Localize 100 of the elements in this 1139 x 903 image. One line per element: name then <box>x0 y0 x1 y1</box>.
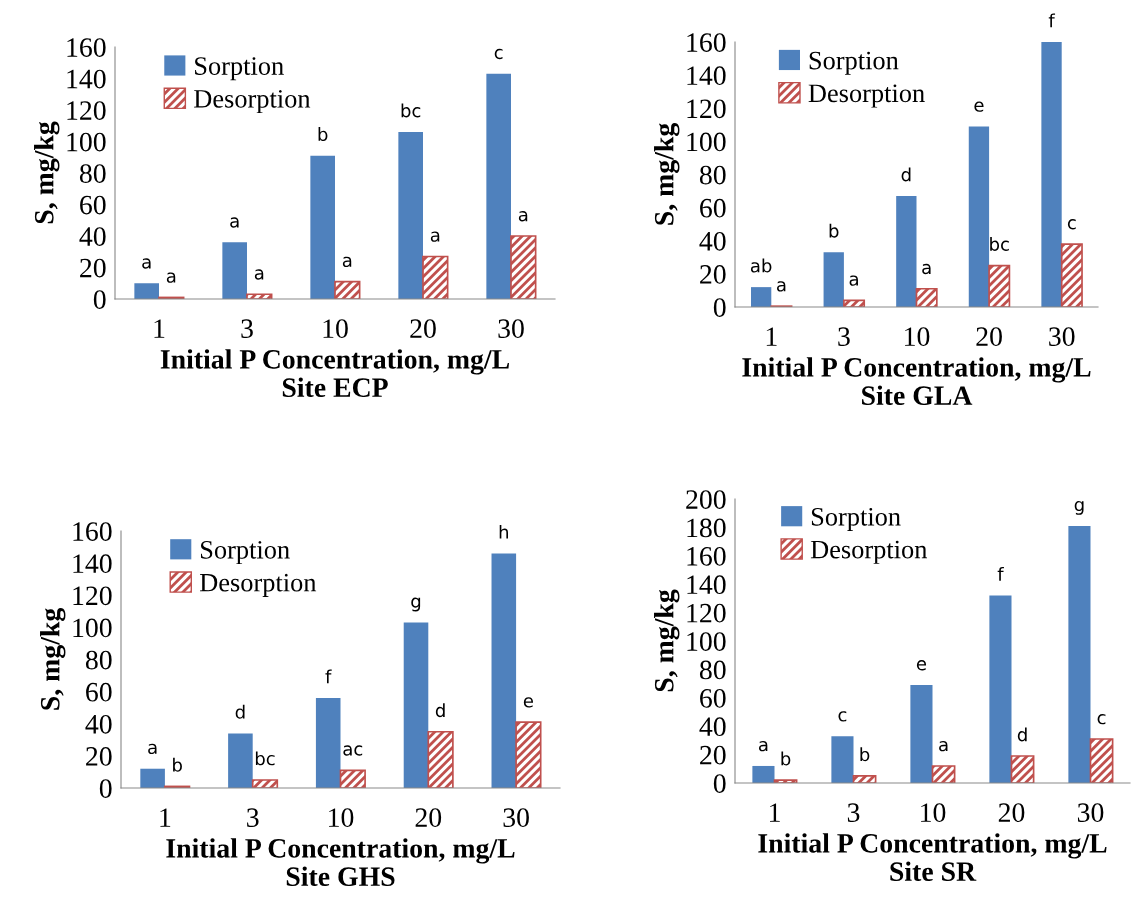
data-label: e <box>974 101 984 112</box>
y-tick-label: 140 <box>687 575 726 595</box>
data-label: g <box>411 597 421 612</box>
data-label: a <box>758 740 768 752</box>
y-tick-label: 120 <box>687 99 726 119</box>
data-label: bc <box>401 103 421 118</box>
x-tick-label: 10 <box>323 319 348 338</box>
data-label: d <box>1017 727 1027 742</box>
data-label: g <box>1074 501 1084 515</box>
y-tick-label: 40 <box>79 227 106 246</box>
data-label: ac <box>343 745 363 756</box>
data-label: e <box>523 697 533 708</box>
data-label: b <box>829 223 839 238</box>
y-tick-label: 0 <box>713 298 726 317</box>
y-tick-label: 60 <box>80 195 106 215</box>
x-tick-label: 30 <box>1049 327 1075 346</box>
y-tick-label: 40 <box>85 714 112 734</box>
data-label: e <box>916 660 927 671</box>
x-tick-label: 20 <box>410 319 436 338</box>
text: Site SR <box>890 861 977 882</box>
legend-label: Sorption <box>200 540 290 565</box>
data-label: d <box>901 167 911 182</box>
x-tick-label: 10 <box>905 327 930 346</box>
y-axis-title: S, mg/kg <box>654 589 680 692</box>
x-tick-label: 3 <box>838 327 850 346</box>
x-tick-label: 10 <box>329 808 354 827</box>
y-tick-label: 140 <box>687 66 726 86</box>
data-label: b <box>318 127 328 142</box>
y-tick-label: 100 <box>73 618 112 638</box>
legend-label: Sorption <box>195 57 284 81</box>
data-label: h <box>499 524 508 539</box>
data-label: a <box>518 211 528 222</box>
legend-label: Desorption <box>810 540 928 564</box>
x-axis-title: Initial P Concentration, mg/L <box>758 833 1107 859</box>
data-label: d <box>235 704 245 719</box>
y-tick-label: 200 <box>686 490 726 509</box>
y-tick-label: 160 <box>67 38 106 57</box>
data-label: bc <box>990 237 1009 251</box>
data-label: c <box>838 711 847 722</box>
data-label: b <box>860 747 870 762</box>
y-tick-label: 40 <box>699 717 726 737</box>
data-label: a <box>254 269 264 280</box>
y-tick-label: 120 <box>73 586 112 606</box>
y-tick-label: 0 <box>93 290 106 309</box>
x-tick-label: 30 <box>503 808 529 827</box>
x-tick-label: 10 <box>921 803 946 822</box>
data-label: bc <box>255 751 275 766</box>
data-label: a <box>148 743 157 755</box>
x-tick-label: 1 <box>770 803 780 822</box>
data-label: f <box>325 669 332 684</box>
x-tick-label: 20 <box>998 803 1025 822</box>
legend-label: Desorption <box>194 89 311 114</box>
text: Site GLA <box>862 385 973 406</box>
y-tick-label: 80 <box>699 165 726 185</box>
y-axis-title: S, mg/kg <box>654 123 680 225</box>
y-tick-label: 80 <box>79 164 106 183</box>
x-tick-label: 20 <box>976 327 1002 346</box>
x-tick-label: 3 <box>847 803 860 822</box>
text: Site GHS <box>286 866 395 887</box>
y-tick-label: 80 <box>85 650 112 670</box>
data-label: a <box>230 217 239 228</box>
y-axis-title: S, mg/kg <box>34 121 60 224</box>
y-axis-title: S, mg/kg <box>40 608 66 710</box>
y-tick-label: 100 <box>67 132 106 152</box>
legend-label: Sorption <box>809 51 899 75</box>
y-tick-label: 120 <box>67 101 106 120</box>
data-label: b <box>781 751 791 766</box>
data-label: c <box>494 48 503 60</box>
x-tick-label: 20 <box>415 808 442 827</box>
data-label: a <box>342 256 352 268</box>
y-tick-label: 80 <box>699 660 726 680</box>
y-tick-label: 40 <box>699 231 726 251</box>
y-tick-label: 20 <box>80 258 106 278</box>
data-label: b <box>173 757 182 772</box>
data-label: a <box>922 263 931 275</box>
y-tick-label: 60 <box>86 682 112 702</box>
text: Site ECP <box>282 377 388 398</box>
x-tick-label: 1 <box>766 327 777 346</box>
y-tick-label: 160 <box>687 546 726 566</box>
data-label: c <box>1067 219 1076 230</box>
y-tick-label: 20 <box>700 745 726 765</box>
data-label: a <box>430 231 440 242</box>
y-tick-label: 160 <box>73 522 112 541</box>
x-tick-label: 30 <box>1077 803 1104 822</box>
y-tick-label: 180 <box>687 518 726 538</box>
y-tick-label: 140 <box>67 69 106 89</box>
y-tick-label: 20 <box>86 747 112 766</box>
legend-label: Desorption <box>808 84 925 108</box>
data-label: a <box>166 272 176 283</box>
y-tick-label: 100 <box>687 632 726 651</box>
y-tick-label: 120 <box>687 603 726 623</box>
x-axis-title: Initial P Concentration, mg/L <box>160 349 509 375</box>
x-axis-title: Initial P Concentration, mg/L <box>742 357 1091 383</box>
y-tick-label: 100 <box>687 132 726 152</box>
x-tick-label: 30 <box>498 319 524 338</box>
y-tick-label: 20 <box>700 265 726 284</box>
y-tick-label: 140 <box>73 554 112 574</box>
data-label: a <box>939 740 948 752</box>
data-label: a <box>142 258 151 269</box>
data-label: c <box>1097 714 1106 725</box>
